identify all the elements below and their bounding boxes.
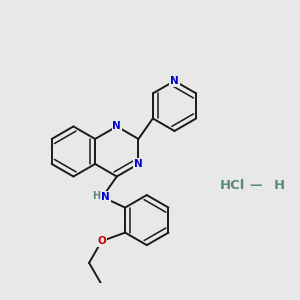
Text: N: N xyxy=(134,159,143,169)
Text: —: — xyxy=(250,179,262,192)
Text: HCl: HCl xyxy=(220,179,245,192)
Text: N: N xyxy=(112,122,121,131)
Text: N: N xyxy=(101,192,110,202)
Text: H: H xyxy=(92,190,100,200)
Text: O: O xyxy=(97,236,106,246)
Text: H: H xyxy=(274,179,285,192)
Text: N: N xyxy=(170,76,179,86)
